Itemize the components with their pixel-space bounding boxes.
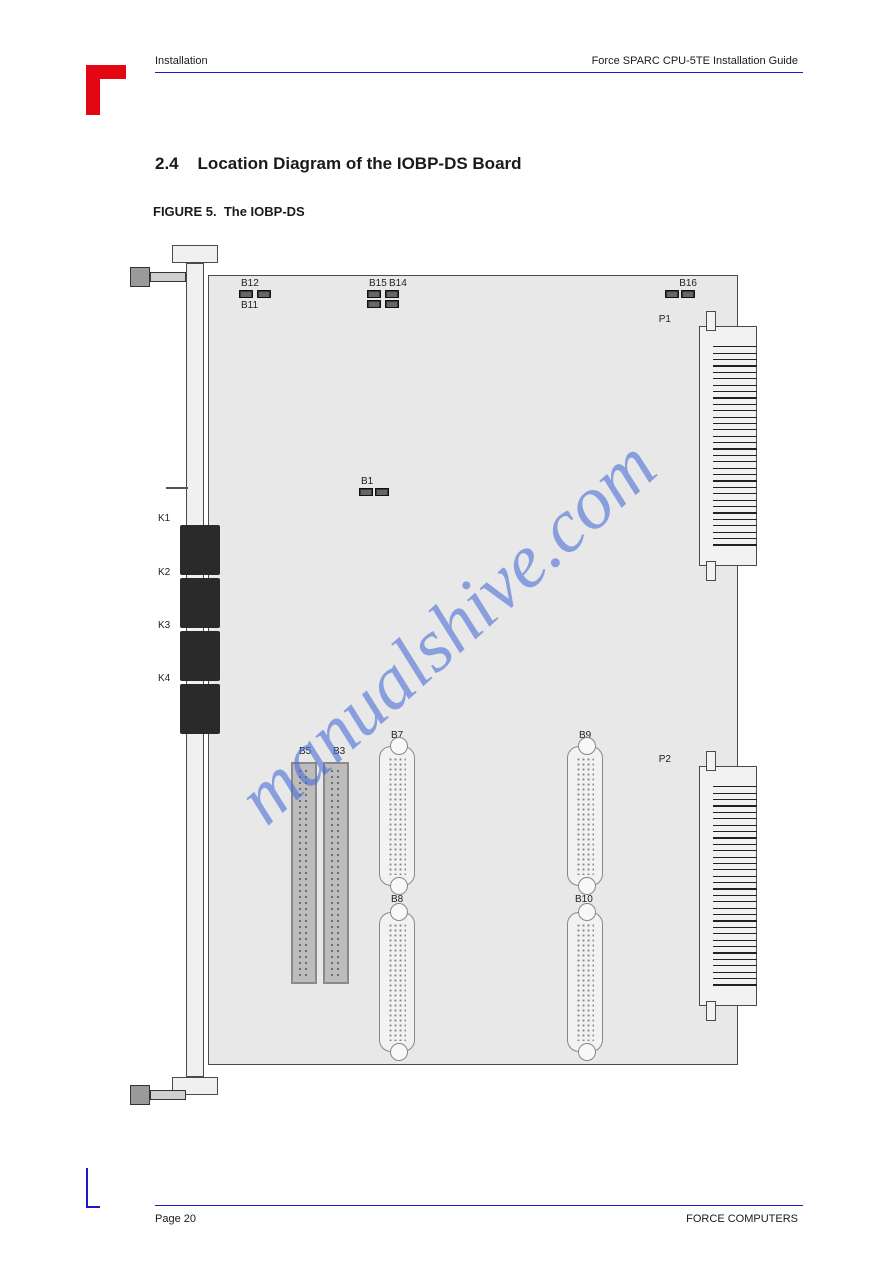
pins — [297, 768, 311, 978]
figure-number: 5 — [206, 204, 213, 219]
label-b1: B1 — [361, 476, 373, 487]
fingers — [713, 341, 757, 551]
section-number: 2.4 — [155, 154, 179, 173]
figure-caption: The IOBP-DS — [224, 204, 305, 219]
connector-p2 — [699, 766, 757, 1006]
ear — [706, 751, 716, 771]
jumper-b16 — [681, 290, 695, 298]
connector-b3 — [323, 762, 349, 984]
connector-b5 — [291, 762, 317, 984]
ejector-grip — [130, 1085, 150, 1105]
label-k3: K3 — [158, 620, 170, 631]
label-b12: B12 — [241, 278, 259, 289]
label-b14: B14 — [389, 278, 407, 289]
label-b16: B16 — [679, 278, 697, 289]
ejector-grip — [130, 267, 150, 287]
jumper-b16b — [665, 290, 679, 298]
pins — [329, 768, 343, 978]
relay-k1 — [180, 525, 220, 575]
header-rule — [155, 72, 803, 73]
pins — [388, 757, 406, 875]
ejector-arm — [150, 1090, 186, 1100]
footer-left: Page 20 — [155, 1213, 196, 1225]
connector-b9 — [567, 746, 603, 886]
footer-right: FORCE COMPUTERS — [686, 1213, 798, 1225]
label-k1: K1 — [158, 513, 170, 524]
header-right: Force SPARC CPU-5TE Installation Guide — [592, 55, 798, 67]
ejector-bottom — [130, 1081, 186, 1109]
jumper-b12 — [239, 290, 253, 298]
footer-corner-mark — [86, 1168, 100, 1208]
ejector-arm — [150, 272, 186, 282]
relay-k3 — [180, 631, 220, 681]
label-k2: K2 — [158, 567, 170, 578]
label-k4: K4 — [158, 673, 170, 684]
figure-title: FIGURE 5. The IOBP-DS — [153, 204, 305, 219]
jumper-b1b — [375, 488, 389, 496]
jumper-b1 — [359, 488, 373, 496]
label-b3: B3 — [333, 746, 345, 757]
section-heading: Location Diagram of the IOBP-DS Board — [198, 154, 522, 173]
pins — [576, 923, 594, 1041]
label-p2: P2 — [659, 754, 671, 765]
connector-b8 — [379, 912, 415, 1052]
header-left: Installation — [155, 55, 208, 67]
alignment-pin — [166, 487, 188, 489]
jumper-b15b — [367, 300, 381, 308]
connector-b10 — [567, 912, 603, 1052]
ear — [706, 561, 716, 581]
pcb: B12 B11 B15 B14 B16 B1 B5 B3 B7 B9 B8 B1… — [208, 275, 738, 1065]
label-p1: P1 — [659, 314, 671, 325]
ejector-top — [130, 263, 186, 291]
jumper-b11 — [257, 290, 271, 298]
brand-corner-mark — [86, 65, 126, 115]
jumper-b14 — [385, 290, 399, 298]
ear — [706, 311, 716, 331]
pins — [576, 757, 594, 875]
connector-p1 — [699, 326, 757, 566]
relay-k4 — [180, 684, 220, 734]
label-b5: B5 — [299, 746, 311, 757]
section-title: 2.4 Location Diagram of the IOBP-DS Boar… — [155, 154, 522, 174]
ear — [706, 1001, 716, 1021]
page: Installation Force SPARC CPU-5TE Install… — [0, 0, 893, 1263]
relay-k2 — [180, 578, 220, 628]
jumper-b15 — [367, 290, 381, 298]
label-b15: B15 — [369, 278, 387, 289]
board-diagram: B12 B11 B15 B14 B16 B1 B5 B3 B7 B9 B8 B1… — [130, 245, 740, 1115]
pins — [388, 923, 406, 1041]
connector-b7 — [379, 746, 415, 886]
jumper-b14b — [385, 300, 399, 308]
label-b11: B11 — [241, 300, 258, 311]
footer-rule — [155, 1205, 803, 1206]
fingers — [713, 781, 757, 991]
bracket-top — [172, 245, 218, 263]
